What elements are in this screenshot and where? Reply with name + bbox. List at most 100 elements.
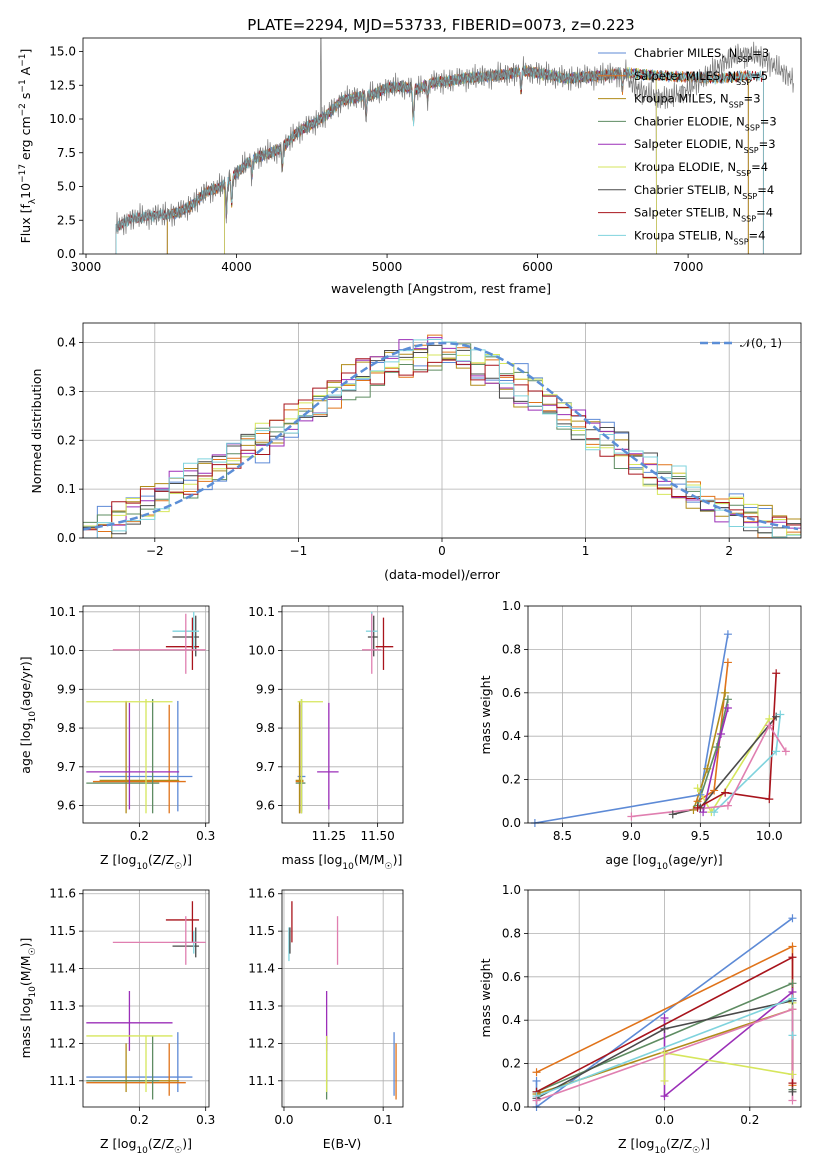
x-axis-label: wavelength [Angstrom, rest frame] (331, 281, 551, 296)
x-tick-label: 2 (725, 544, 733, 558)
panel-weight-vs-Z: −0.2 0.0 0.2 0.0 0.2 0.4 0.6 0.8 1.0 Z [log10(Z/Z… (478, 883, 802, 1156)
x-tick-label: 0.0 (655, 1113, 674, 1127)
plot-area (83, 334, 801, 538)
weight-marker (696, 790, 705, 799)
y-tick-label: 9.9 (256, 682, 275, 696)
panel-mass-vs-Z: 0.2 0.3 11.1 11.2 11.3 11.4 11.5 11.6 Z [log10(Z… (18, 887, 215, 1156)
weight-marker (772, 669, 781, 678)
weight-marker (699, 808, 708, 817)
y-tick-label: 11.1 (49, 1074, 76, 1088)
y-tick-label: 0.2 (502, 1057, 521, 1071)
y-tick-label: 1.0 (502, 883, 521, 897)
legend-entry: Chabrier MILES, NSSP=3 (634, 46, 769, 64)
legend-entry: 𝒩(0, 1) (740, 336, 782, 350)
y-tick-label: 0.3 (57, 384, 76, 398)
x-axis-label: Z [log10(Z/Z☉)] (100, 852, 192, 872)
x-tick-label: 0.3 (196, 1113, 215, 1127)
panel-age-vs-mass: 11.25 11.50 9.6 9.7 9.8 9.9 10.0 10.1 mass [log1… (248, 605, 404, 872)
y-tick-label: 11.3 (248, 999, 275, 1013)
y-axis-label: Flux [fλ10−17 erg cm−2 s−1 A−1] (18, 49, 38, 244)
plot-area (115, 38, 794, 254)
errorbar-point (92, 704, 186, 814)
x-tick-label: −1 (290, 544, 308, 558)
x-axis-label: E(B-V) (323, 1136, 362, 1151)
y-tick-label: 0.8 (502, 926, 521, 940)
weight-marker (788, 1096, 797, 1105)
axes-frame (82, 322, 802, 539)
legend-entry: Chabrier ELODIE, NSSP=3 (634, 114, 777, 131)
y-tick-label: 11.5 (248, 924, 275, 938)
errorbar-point (99, 700, 180, 814)
weight-marker (717, 730, 726, 739)
x-tick-label: 0.2 (130, 829, 149, 843)
x-tick-label: 9.0 (622, 829, 641, 843)
y-tick-label: 2.5 (57, 213, 76, 227)
axes-frame (82, 889, 210, 1108)
x-tick-label: 5000 (372, 260, 403, 274)
weight-line (631, 723, 787, 818)
legend-entry: Kroupa MILES, NSSP=3 (634, 92, 761, 110)
legend-entry: Salpeter MILES, NSSP=5 (634, 69, 768, 87)
weight-line (696, 699, 729, 806)
weight-marker (721, 688, 730, 697)
axes-frame (527, 605, 802, 824)
x-tick-label: −2 (146, 544, 164, 558)
y-tick-label: 11.4 (49, 962, 76, 976)
y-tick-label: 9.9 (57, 682, 76, 696)
errorbar-point (295, 700, 304, 814)
errorbar-point (112, 613, 206, 674)
errorbar-point (86, 702, 180, 810)
y-tick-label: 9.8 (256, 721, 275, 735)
errorbar-point (86, 991, 173, 1051)
axes-frame (82, 37, 802, 255)
y-tick-label: 1.0 (502, 599, 521, 613)
errorbar-point (86, 1035, 160, 1100)
weight-marker (627, 812, 636, 821)
y-tick-label: 0.0 (502, 1100, 521, 1114)
y-tick-label: 12.5 (49, 78, 76, 92)
x-tick-label: 0 (438, 544, 446, 558)
y-tick-label: 10.1 (49, 605, 76, 619)
weight-marker (788, 1079, 797, 1088)
y-axis-label: mass weight (478, 675, 493, 754)
errorbar-point (86, 699, 173, 814)
weight-marker (788, 979, 797, 988)
x-axis-label: mass [log10(M/M☉)] (282, 852, 403, 872)
y-tick-label: 9.7 (57, 760, 76, 774)
y-axis-label: mass [log10(M/M☉)] (18, 938, 38, 1059)
plot-area (86, 901, 206, 1100)
weight-marker (710, 786, 719, 795)
plot-area (295, 611, 394, 814)
weight-marker (693, 803, 702, 812)
y-tick-label: 0.2 (57, 433, 76, 447)
y-tick-label: 0.0 (502, 816, 521, 830)
weight-marker (703, 764, 712, 773)
weight-marker (772, 747, 781, 756)
x-tick-label: 0.0 (274, 1113, 293, 1127)
panel-spectrum: 3000 4000 5000 6000 7000 0.0 2.5 5.0 7.5 10.0 12.5… (18, 37, 802, 296)
x-tick-label: 7000 (673, 260, 704, 274)
observed-spectrum (115, 38, 794, 236)
x-tick-label: 8.5 (553, 829, 572, 843)
model-spectrum-chabrier-elodie (224, 65, 657, 254)
errorbar-point (92, 1043, 180, 1093)
x-tick-label: 9.5 (691, 829, 710, 843)
weight-marker (765, 795, 774, 804)
weight-marker (660, 1024, 669, 1033)
weight-marker (532, 1068, 541, 1077)
x-tick-label: 6000 (522, 260, 553, 274)
weight-marker (712, 743, 721, 752)
y-tick-label: 0.6 (502, 970, 521, 984)
panel-age-vs-Z: 0.2 0.3 9.6 9.7 9.8 9.9 10.0 10.1 Z [log10(Z/Z☉)… (18, 605, 215, 872)
errorbar-point (86, 699, 160, 814)
x-tick-label: 0.2 (740, 1113, 759, 1127)
errorbar-point (362, 613, 382, 674)
weight-marker (788, 914, 797, 923)
errorbar-point (317, 702, 339, 810)
errorbar-point (375, 617, 394, 670)
weight-marker (788, 1031, 797, 1040)
x-axis-label: (data-model)/error (384, 567, 501, 582)
y-tick-label: 11.2 (248, 1036, 275, 1050)
weight-marker (788, 942, 797, 951)
plot-area (534, 634, 787, 823)
